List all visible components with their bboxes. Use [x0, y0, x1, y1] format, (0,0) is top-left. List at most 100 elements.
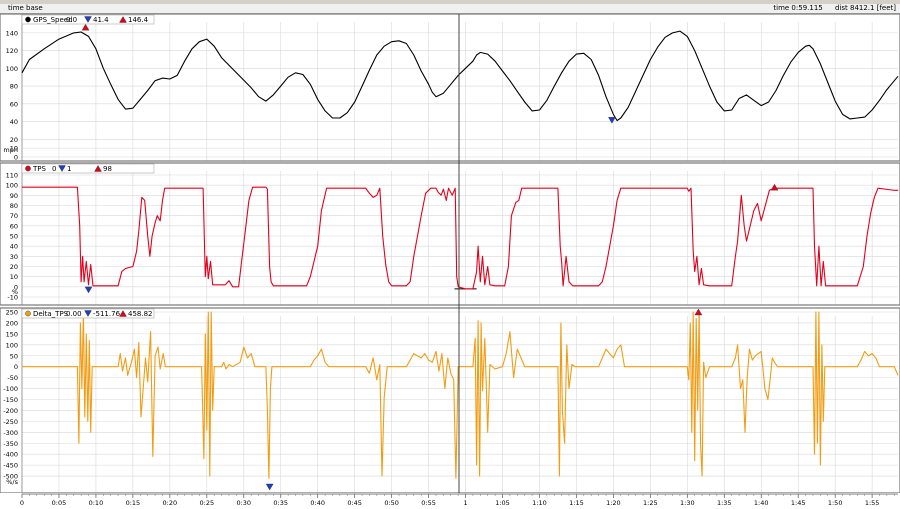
y-tick-label: -150	[3, 396, 18, 404]
y-tick-label: -300	[3, 429, 18, 437]
x-tick-label: 1:55	[865, 499, 880, 507]
x-tick-label: 0:55	[421, 499, 436, 507]
legend-current-value: 0.0	[66, 16, 77, 24]
y-unit-label: %	[12, 288, 18, 296]
x-tick-label: 0:15	[126, 499, 141, 507]
time-readout: time 0:59.115	[773, 4, 823, 12]
y-tick-label: -50	[7, 374, 18, 382]
y-tick-label: 150	[6, 330, 18, 338]
y-tick-label: 10	[10, 145, 18, 153]
y-tick-label: 0	[14, 283, 18, 291]
min-marker	[608, 117, 616, 124]
legend-min-icon	[84, 310, 92, 317]
y-tick-label: 30	[10, 253, 18, 261]
min-marker	[84, 286, 93, 294]
legend-max-value: 146.4	[128, 16, 149, 24]
y-unit-label: mph	[3, 146, 18, 154]
series-line-TPS	[22, 186, 898, 290]
y-tick-label: 20	[10, 136, 18, 144]
series-line-Delta_TPS	[22, 311, 899, 479]
x-tick-label: 0:50	[384, 499, 399, 507]
x-tick-label: 1	[463, 499, 467, 507]
y-tick-label: 20	[10, 263, 18, 271]
y-tick-label: -10	[7, 294, 18, 302]
x-tick-label: 0:40	[310, 499, 325, 507]
max-marker	[770, 183, 779, 191]
legend-max-icon	[94, 165, 102, 172]
min-marker	[265, 483, 274, 491]
y-tick-label: 0	[14, 154, 18, 162]
y-tick-label: -250	[3, 418, 18, 426]
x-tick-label: 0:20	[163, 499, 178, 507]
x-tick-label: 1:30	[680, 499, 695, 507]
x-tick-label: 1:25	[643, 499, 658, 507]
y-tick-label: 120	[6, 47, 18, 55]
panel-border	[0, 162, 900, 306]
y-tick-label: -100	[3, 385, 18, 393]
legend-max-icon	[119, 310, 127, 317]
panel-background	[0, 163, 900, 305]
y-tick-label: 70	[10, 212, 18, 220]
legend-current-value: 0.00	[66, 310, 82, 318]
time-base-label: time base	[8, 4, 43, 12]
y-tick-label: -450	[3, 462, 18, 470]
panel-border	[0, 13, 900, 162]
legend-channel-name: Delta_TPS	[33, 310, 69, 318]
legend-min-icon	[58, 165, 66, 172]
y-tick-label: 50	[10, 233, 18, 241]
y-tick-label: -400	[3, 451, 18, 459]
x-tick-label: 0:25	[200, 499, 215, 507]
x-tick-label: 1:05	[495, 499, 510, 507]
x-tick-label: 1:10	[532, 499, 547, 507]
y-tick-label: 10	[10, 273, 18, 281]
y-tick-label: 0	[14, 363, 18, 371]
x-tick-label: 0:10	[89, 499, 104, 507]
y-tick-label: 140	[6, 29, 18, 37]
x-tick-label: 0:45	[347, 499, 362, 507]
x-tick-label: 1:40	[754, 499, 769, 507]
y-tick-label: 50	[10, 352, 18, 360]
y-tick-label: 40	[10, 243, 18, 251]
x-tick-label: 1:45	[791, 499, 806, 507]
x-tick-label: 0:30	[236, 499, 251, 507]
y-tick-label: 40	[10, 118, 18, 126]
y-tick-label: 90	[10, 192, 18, 200]
legend-current-value: 0	[52, 165, 56, 173]
legend-min-icon	[84, 16, 92, 23]
x-tick-label: 0:05	[52, 499, 67, 507]
y-tick-label: 110	[6, 172, 18, 180]
x-tick-label: 0	[20, 499, 24, 507]
legend-swatch	[25, 165, 31, 172]
x-tick-label: 1:50	[828, 499, 843, 507]
x-tick-label: 0:35	[273, 499, 288, 507]
y-tick-label: 100	[6, 65, 18, 73]
y-tick-label: 60	[10, 100, 18, 108]
legend-channel-name: TPS	[32, 165, 46, 173]
x-axis-band	[0, 493, 900, 509]
y-tick-label: 80	[10, 83, 18, 91]
y-tick-label: 200	[6, 319, 18, 327]
max-marker	[694, 308, 703, 316]
y-tick-label: 250	[6, 309, 18, 317]
legend-min-value: -511.76	[93, 310, 121, 318]
legend-box	[21, 163, 155, 174]
y-tick-label: 60	[10, 222, 18, 230]
y-tick-label: -350	[3, 440, 18, 448]
x-tick-label: 1:35	[717, 499, 732, 507]
series-line-GPS_Speed	[21, 30, 899, 122]
y-tick-label: -200	[3, 407, 18, 415]
x-tick-label: 1:20	[606, 499, 621, 507]
legend-channel-name: GPS_Speed	[33, 16, 73, 24]
dist-readout: dist 8412.1 [feet]	[834, 4, 896, 12]
legend-max-icon	[119, 16, 127, 23]
legend-max-value: 458.82	[128, 310, 153, 318]
y-tick-label: 80	[10, 202, 18, 210]
y-unit-label: %/s	[6, 478, 18, 486]
x-tick-label: 1:15	[569, 499, 584, 507]
legend-min-value: 41.4	[93, 16, 109, 24]
y-tick-label: 100	[6, 182, 18, 190]
legend-swatch	[25, 16, 31, 23]
legend-min-value: 1	[67, 165, 71, 173]
y-tick-label: -500	[3, 473, 18, 481]
